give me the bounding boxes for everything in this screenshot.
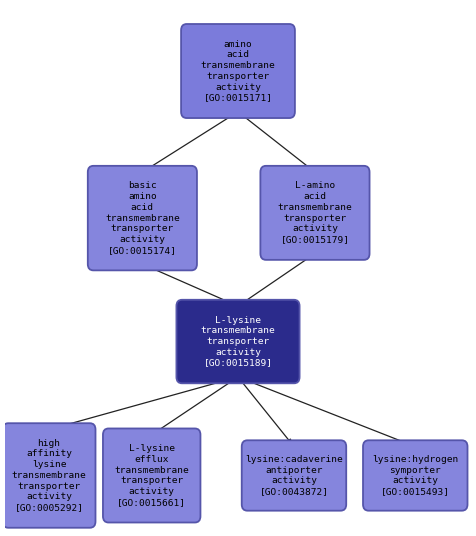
FancyBboxPatch shape	[181, 24, 295, 118]
Text: L-amino
acid
transmembrane
transporter
activity
[GO:0015179]: L-amino acid transmembrane transporter a…	[278, 182, 352, 244]
FancyBboxPatch shape	[88, 166, 197, 270]
FancyBboxPatch shape	[103, 428, 200, 523]
Text: lysine:hydrogen
symporter
activity
[GO:0015493]: lysine:hydrogen symporter activity [GO:0…	[372, 455, 458, 496]
FancyBboxPatch shape	[260, 166, 369, 260]
FancyBboxPatch shape	[363, 440, 467, 511]
Text: amino
acid
transmembrane
transporter
activity
[GO:0015171]: amino acid transmembrane transporter act…	[200, 40, 276, 102]
Text: high
affinity
lysine
transmembrane
transporter
activity
[GO:0005292]: high affinity lysine transmembrane trans…	[12, 439, 87, 512]
FancyBboxPatch shape	[242, 440, 346, 511]
Text: L-lysine
efflux
transmembrane
transporter
activity
[GO:0015661]: L-lysine efflux transmembrane transporte…	[114, 444, 189, 507]
FancyBboxPatch shape	[3, 423, 96, 528]
Text: L-lysine
transmembrane
transporter
activity
[GO:0015189]: L-lysine transmembrane transporter activ…	[200, 316, 276, 368]
FancyBboxPatch shape	[177, 300, 299, 383]
Text: lysine:cadaverine
antiporter
activity
[GO:0043872]: lysine:cadaverine antiporter activity [G…	[245, 455, 343, 496]
Text: basic
amino
acid
transmembrane
transporter
activity
[GO:0015174]: basic amino acid transmembrane transport…	[105, 181, 180, 255]
